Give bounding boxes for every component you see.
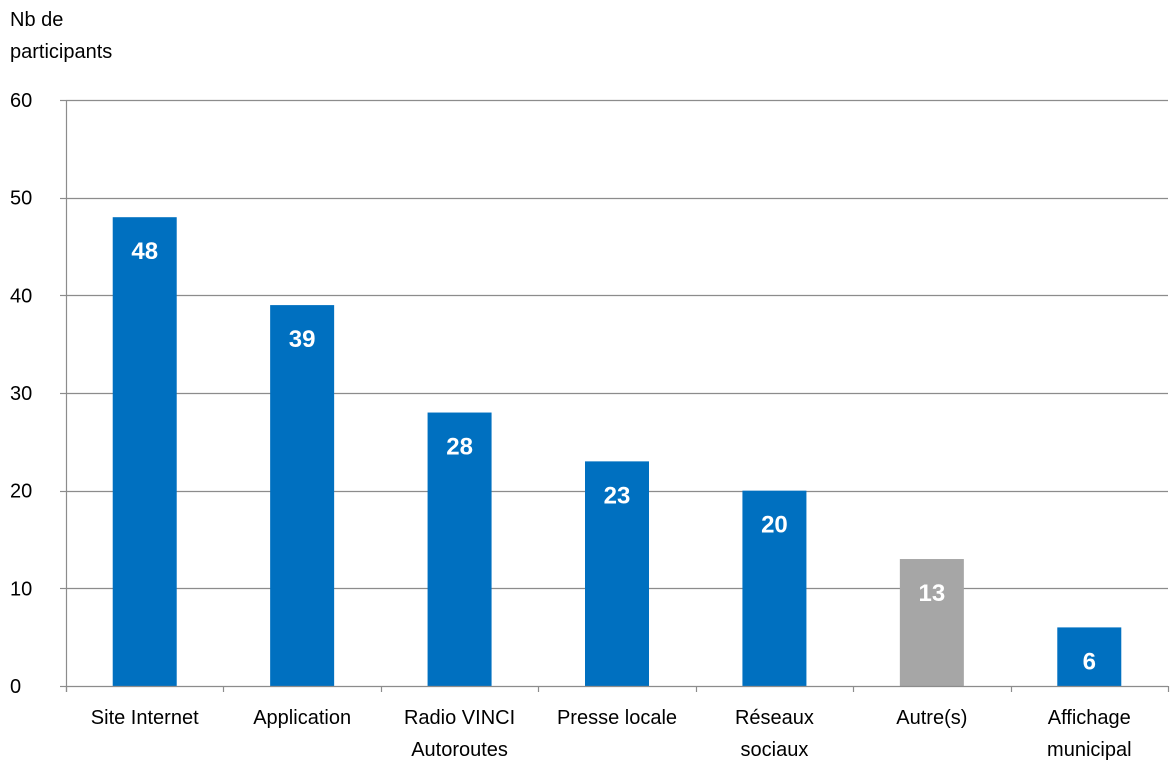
data-label: 20 bbox=[761, 512, 788, 539]
axes bbox=[65, 100, 1170, 692]
data-label: 6 bbox=[1083, 648, 1096, 675]
y-tick-label: 50 bbox=[10, 188, 32, 210]
x-tick-label: Presse locale bbox=[557, 707, 677, 729]
x-tick-label: Autoroutes bbox=[411, 739, 508, 760]
bar bbox=[270, 305, 335, 686]
y-tick-labels: 0 10 20 30 40 50 60 bbox=[10, 90, 32, 698]
x-tick-label: Réseaux bbox=[735, 707, 814, 729]
y-axis-title-line-1: Nb de bbox=[10, 9, 64, 31]
x-tick-label: municipal bbox=[1047, 739, 1131, 760]
data-label: 48 bbox=[131, 238, 158, 265]
bar bbox=[1057, 627, 1122, 686]
data-label: 39 bbox=[289, 326, 316, 353]
data-label: 13 bbox=[919, 580, 946, 607]
y-tick-label: 0 bbox=[10, 676, 21, 698]
x-tick-labels: Site Internet Application Radio VINCI Autor… bbox=[91, 707, 1132, 760]
y-axis-title: Nb de participants bbox=[10, 4, 112, 68]
x-tick-label: Site Internet bbox=[91, 707, 199, 729]
x-tick-label: Affichage bbox=[1048, 707, 1131, 729]
bar bbox=[899, 559, 964, 686]
y-tick-label: 10 bbox=[10, 578, 32, 600]
y-tick-label: 60 bbox=[10, 90, 32, 112]
gridlines bbox=[60, 99, 1168, 688]
bar bbox=[112, 217, 177, 686]
y-axis-title-line-2: participants bbox=[10, 41, 113, 63]
x-tick-label: Application bbox=[253, 707, 351, 729]
y-tick-label: 30 bbox=[10, 383, 32, 405]
data-labels: 48 39 28 23 20 13 6 bbox=[131, 238, 1096, 675]
x-tick-label: sociaux bbox=[741, 739, 809, 760]
bar bbox=[742, 490, 807, 686]
x-tick-label: Radio VINCI bbox=[404, 707, 515, 729]
x-tick-label: Autre(s) bbox=[896, 707, 967, 729]
y-tick-label: 20 bbox=[10, 481, 32, 503]
bar bbox=[427, 412, 492, 686]
data-label: 23 bbox=[604, 482, 631, 509]
bars bbox=[112, 217, 1122, 686]
bar bbox=[585, 461, 649, 686]
data-label: 28 bbox=[446, 434, 473, 461]
y-tick-label: 40 bbox=[10, 285, 32, 307]
